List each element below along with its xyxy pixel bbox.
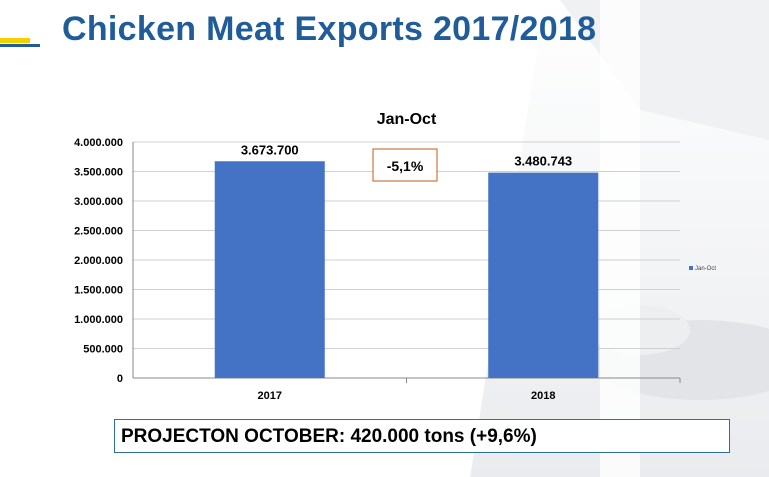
logo-mark [0,38,40,47]
legend-swatch [689,266,693,270]
annotation-box [372,148,438,182]
y-tick-label: 3.000.000 [74,196,123,208]
y-tick-label: 500.000 [83,344,123,356]
projection-note: PROJECTON OCTOBER: 420.000 tons (+9,6%) [114,419,730,453]
x-tick-label: 2018 [531,390,555,402]
projection-note-text: PROJECTON OCTOBER: 420.000 tons (+9,6%) [121,426,537,447]
chart-title: Jan-Oct [377,111,437,128]
bar [488,172,599,378]
y-tick-label: 2.500.000 [74,226,123,238]
y-tick-label: 1.500.000 [74,285,123,297]
annotation-text: -5,1% [387,158,424,174]
y-tick-label: 1.000.000 [74,314,123,326]
y-tick-label: 2.000.000 [74,255,123,267]
legend-label: Jan-Oct [695,266,716,272]
bar [214,161,325,378]
data-label: 3.673.700 [241,142,299,157]
page-title: Chicken Meat Exports 2017/2018 [62,10,597,48]
x-tick-label: 2017 [258,390,282,402]
y-tick-label: 0 [117,373,123,385]
data-label: 3.480.743 [514,154,572,169]
y-tick-label: 3.500.000 [74,167,123,179]
y-tick-label: 4.000.000 [74,137,123,149]
